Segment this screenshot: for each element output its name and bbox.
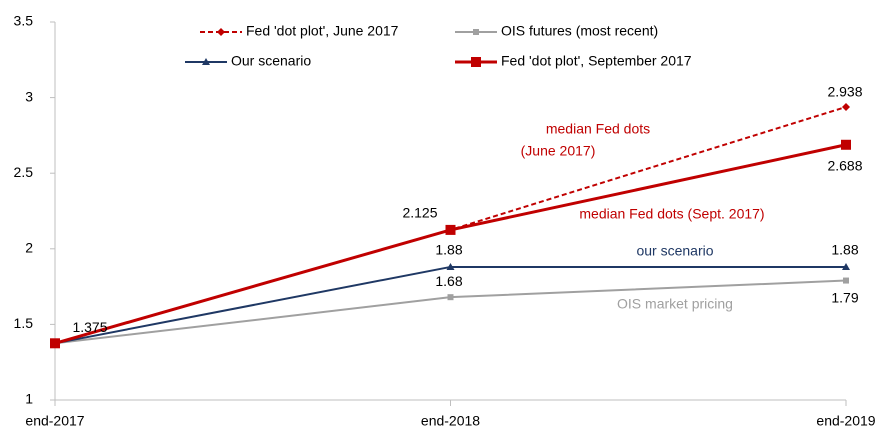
- annotation: median Fed dots (Sept. 2017): [579, 206, 764, 222]
- series-line: [54, 279, 847, 345]
- y-tick-label: 1.5: [14, 315, 34, 331]
- data-label: 2.688: [827, 157, 862, 173]
- y-tick-label: 3: [25, 88, 33, 104]
- annotation: OIS market pricing: [617, 296, 733, 312]
- point: [842, 262, 850, 270]
- point: [447, 294, 454, 301]
- point: [446, 262, 455, 270]
- legend-marker: [473, 29, 479, 35]
- legend-marker: [471, 57, 481, 67]
- legend-marker: [202, 58, 210, 65]
- x-tick-label: end-2018: [421, 413, 480, 429]
- y-tick-label: 1: [25, 391, 33, 407]
- y-tick-label: 2.5: [14, 164, 34, 180]
- point: [445, 224, 456, 235]
- data-label: 1.88: [831, 242, 858, 258]
- point: [842, 102, 850, 111]
- legend-label: Our scenario: [231, 53, 311, 69]
- data-label: 2.938: [827, 84, 862, 100]
- x-tick-label: end-2017: [25, 413, 84, 429]
- annotation: median Fed dots: [546, 121, 650, 137]
- point: [843, 277, 849, 284]
- x-tick-label: end-2019: [816, 413, 875, 429]
- legend-label: Fed 'dot plot', June 2017: [246, 23, 399, 39]
- data-label: 1.79: [831, 289, 858, 305]
- data-label: 1.68: [435, 273, 462, 289]
- point: [841, 139, 851, 150]
- legend-label: OIS futures (most recent): [501, 23, 658, 39]
- legend-label: Fed 'dot plot', September 2017: [501, 53, 692, 69]
- annotation: (June 2017): [521, 143, 596, 159]
- y-tick-label: 3.5: [14, 13, 34, 29]
- data-label: 1.375: [72, 319, 107, 335]
- y-tick-label: 2: [25, 240, 33, 256]
- data-label: 1.88: [435, 242, 462, 258]
- data-label: 2.125: [402, 205, 437, 221]
- annotation: our scenario: [636, 243, 713, 259]
- legend-marker: [217, 28, 225, 36]
- point: [50, 338, 60, 349]
